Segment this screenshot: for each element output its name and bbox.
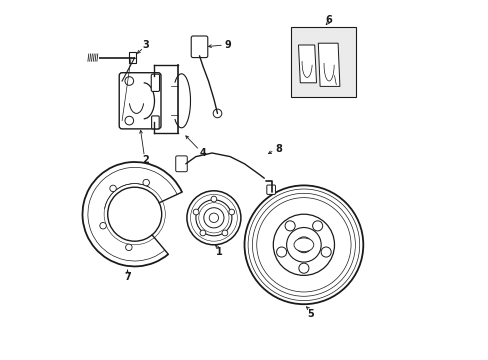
Text: 5: 5	[307, 309, 314, 319]
Circle shape	[273, 214, 334, 275]
FancyBboxPatch shape	[175, 156, 187, 172]
Circle shape	[211, 196, 216, 202]
FancyBboxPatch shape	[151, 74, 159, 91]
Circle shape	[228, 209, 234, 215]
Circle shape	[125, 116, 133, 125]
Circle shape	[222, 230, 227, 236]
Circle shape	[125, 244, 132, 251]
Circle shape	[203, 208, 224, 228]
Circle shape	[186, 191, 241, 245]
Text: 7: 7	[124, 272, 131, 282]
Polygon shape	[298, 45, 316, 83]
Text: 4: 4	[199, 148, 206, 158]
Circle shape	[193, 209, 199, 215]
FancyBboxPatch shape	[119, 73, 161, 129]
FancyBboxPatch shape	[191, 36, 207, 58]
Circle shape	[209, 213, 218, 222]
Circle shape	[110, 185, 116, 192]
Text: 1: 1	[216, 247, 222, 257]
Text: 9: 9	[224, 40, 231, 50]
Circle shape	[321, 247, 330, 257]
Circle shape	[125, 77, 133, 85]
Circle shape	[285, 221, 295, 231]
Circle shape	[286, 228, 321, 262]
Text: 2: 2	[142, 155, 148, 165]
Circle shape	[312, 221, 322, 231]
Circle shape	[142, 179, 149, 186]
Polygon shape	[318, 43, 339, 86]
Circle shape	[298, 263, 308, 273]
Circle shape	[244, 185, 363, 304]
Text: 6: 6	[325, 15, 332, 25]
Bar	[129, 52, 136, 63]
Circle shape	[213, 109, 222, 118]
Bar	[291, 27, 355, 97]
Circle shape	[295, 237, 311, 253]
Circle shape	[200, 230, 205, 236]
FancyBboxPatch shape	[151, 116, 159, 129]
Text: 3: 3	[142, 40, 148, 50]
Circle shape	[100, 222, 106, 229]
Text: 8: 8	[275, 144, 282, 154]
FancyBboxPatch shape	[266, 185, 275, 194]
Circle shape	[276, 247, 286, 257]
Ellipse shape	[293, 238, 313, 252]
Circle shape	[196, 200, 231, 236]
